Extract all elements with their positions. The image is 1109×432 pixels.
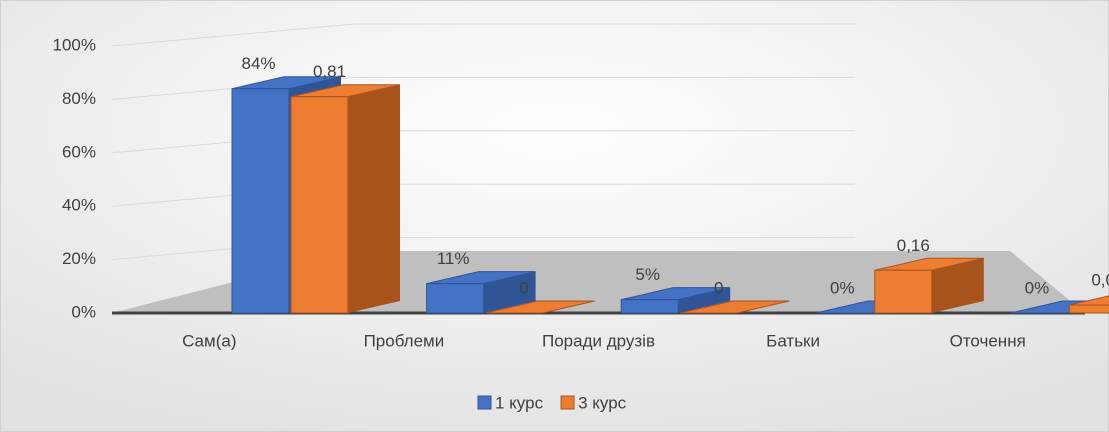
y-tick-label: 20%	[62, 249, 96, 268]
y-tick-label: 0%	[71, 302, 96, 321]
y-tick-label: 40%	[62, 196, 96, 215]
data-label: 0	[714, 278, 723, 297]
legend-swatch	[560, 395, 575, 410]
grid-line	[111, 76, 855, 100]
data-label: 0,03	[1091, 270, 1109, 289]
data-label: 0%	[830, 278, 855, 297]
data-label: 0	[519, 278, 528, 297]
data-label: 0%	[1025, 278, 1050, 297]
data-label: 5%	[635, 265, 660, 284]
bar	[1068, 304, 1109, 314]
legend-label: 1 курс	[495, 393, 544, 412]
x-tick-label: Сам(а)	[182, 331, 236, 350]
bar	[426, 283, 485, 314]
x-tick-label: Проблеми	[364, 331, 445, 350]
data-label: 0,16	[897, 236, 930, 255]
bar	[874, 269, 933, 314]
bar-top	[485, 300, 595, 314]
bar-side	[931, 258, 984, 313]
legend-label: 3 курс	[578, 393, 627, 412]
bar-side	[678, 287, 731, 313]
data-label: 84%	[241, 54, 275, 73]
bars	[231, 76, 1109, 314]
x-tick-label: Поради друзів	[542, 331, 655, 350]
bar-side	[348, 84, 400, 313]
legend-swatch	[477, 395, 492, 410]
bar-side	[483, 271, 536, 313]
data-label: 0,81	[313, 62, 346, 81]
x-tick-label: Оточення	[950, 331, 1026, 350]
bar	[620, 299, 679, 314]
y-tick-label: 60%	[62, 142, 96, 161]
grid-line	[111, 23, 855, 47]
x-tick-label: Батьки	[766, 331, 820, 350]
bar	[290, 96, 349, 314]
data-label: 11%	[437, 249, 470, 268]
bar-top	[680, 300, 790, 314]
y-tick-label: 100%	[53, 35, 96, 54]
bar	[231, 88, 290, 314]
y-tick-label: 80%	[62, 89, 96, 108]
